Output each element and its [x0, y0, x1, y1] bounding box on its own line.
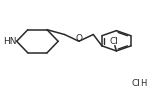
Text: H: H — [140, 79, 146, 88]
Text: HN: HN — [3, 37, 16, 46]
Text: O: O — [75, 34, 82, 43]
Text: Cl: Cl — [131, 79, 140, 88]
Text: Cl: Cl — [110, 37, 118, 46]
